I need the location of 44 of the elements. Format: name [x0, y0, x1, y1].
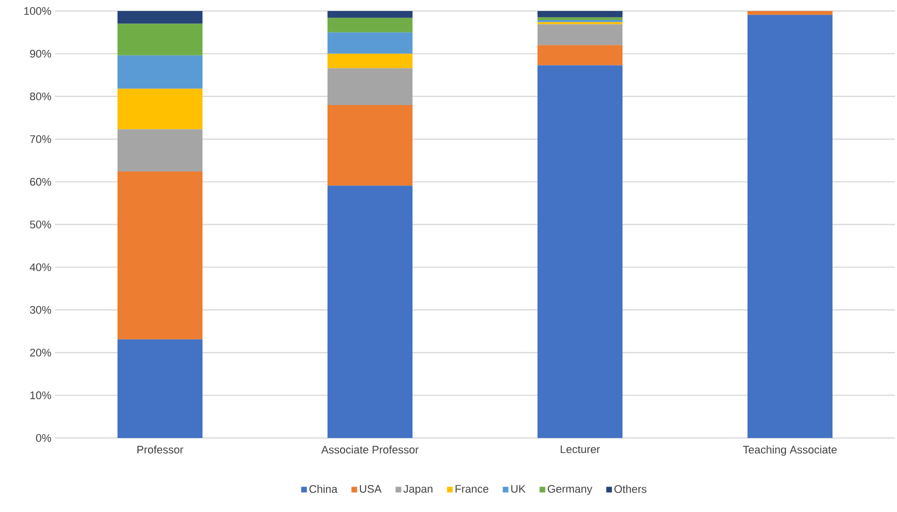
bar: [538, 20, 623, 22]
bar: [118, 10, 202, 24]
bar: [328, 186, 413, 438]
bar: [118, 88, 202, 130]
y-tick-label: 40%: [30, 263, 52, 272]
legend-label: UK: [511, 485, 526, 493]
bar: [538, 17, 623, 20]
bar: [538, 24, 623, 46]
y-tick-label: 10%: [30, 391, 52, 400]
bar: [328, 104, 413, 186]
legend-label: Germany: [548, 485, 592, 495]
bar: [118, 55, 202, 89]
legend-label: France: [456, 485, 488, 493]
bar: [748, 14, 833, 438]
bar: [118, 172, 202, 340]
bar: [118, 339, 202, 438]
legend-label: Others: [614, 484, 646, 493]
x-tick-label: Associate Professor: [321, 446, 419, 454]
y-tick-label: 90%: [30, 50, 52, 58]
bar: [118, 24, 202, 56]
bar: [328, 54, 413, 68]
y-tick-label: 60%: [30, 178, 52, 186]
y-tick-label: 100%: [24, 7, 52, 15]
y-tick-label: 70%: [30, 135, 52, 143]
y-tick-label: 30%: [30, 306, 52, 314]
x-tick-label: Teaching Associate: [743, 446, 837, 456]
bar: [538, 10, 623, 18]
y-tick-label: 50%: [30, 220, 52, 228]
x-tick-label: Professor: [137, 446, 184, 454]
bar: [328, 18, 413, 32]
bar: [328, 10, 413, 18]
legend-label: Japan: [403, 485, 432, 495]
legend-label: China: [309, 484, 338, 493]
bar: [328, 68, 413, 105]
y-tick-label: 20%: [30, 348, 52, 356]
y-tick-label: 0%: [36, 434, 52, 442]
legend-label: USA: [360, 485, 382, 493]
bar: [328, 32, 413, 54]
bar: [538, 45, 623, 66]
bar: [118, 129, 202, 172]
bar: [538, 65, 623, 438]
x-tick-label: Lecturer: [560, 446, 600, 454]
y-tick-label: 80%: [30, 92, 52, 100]
bar: [748, 10, 833, 15]
